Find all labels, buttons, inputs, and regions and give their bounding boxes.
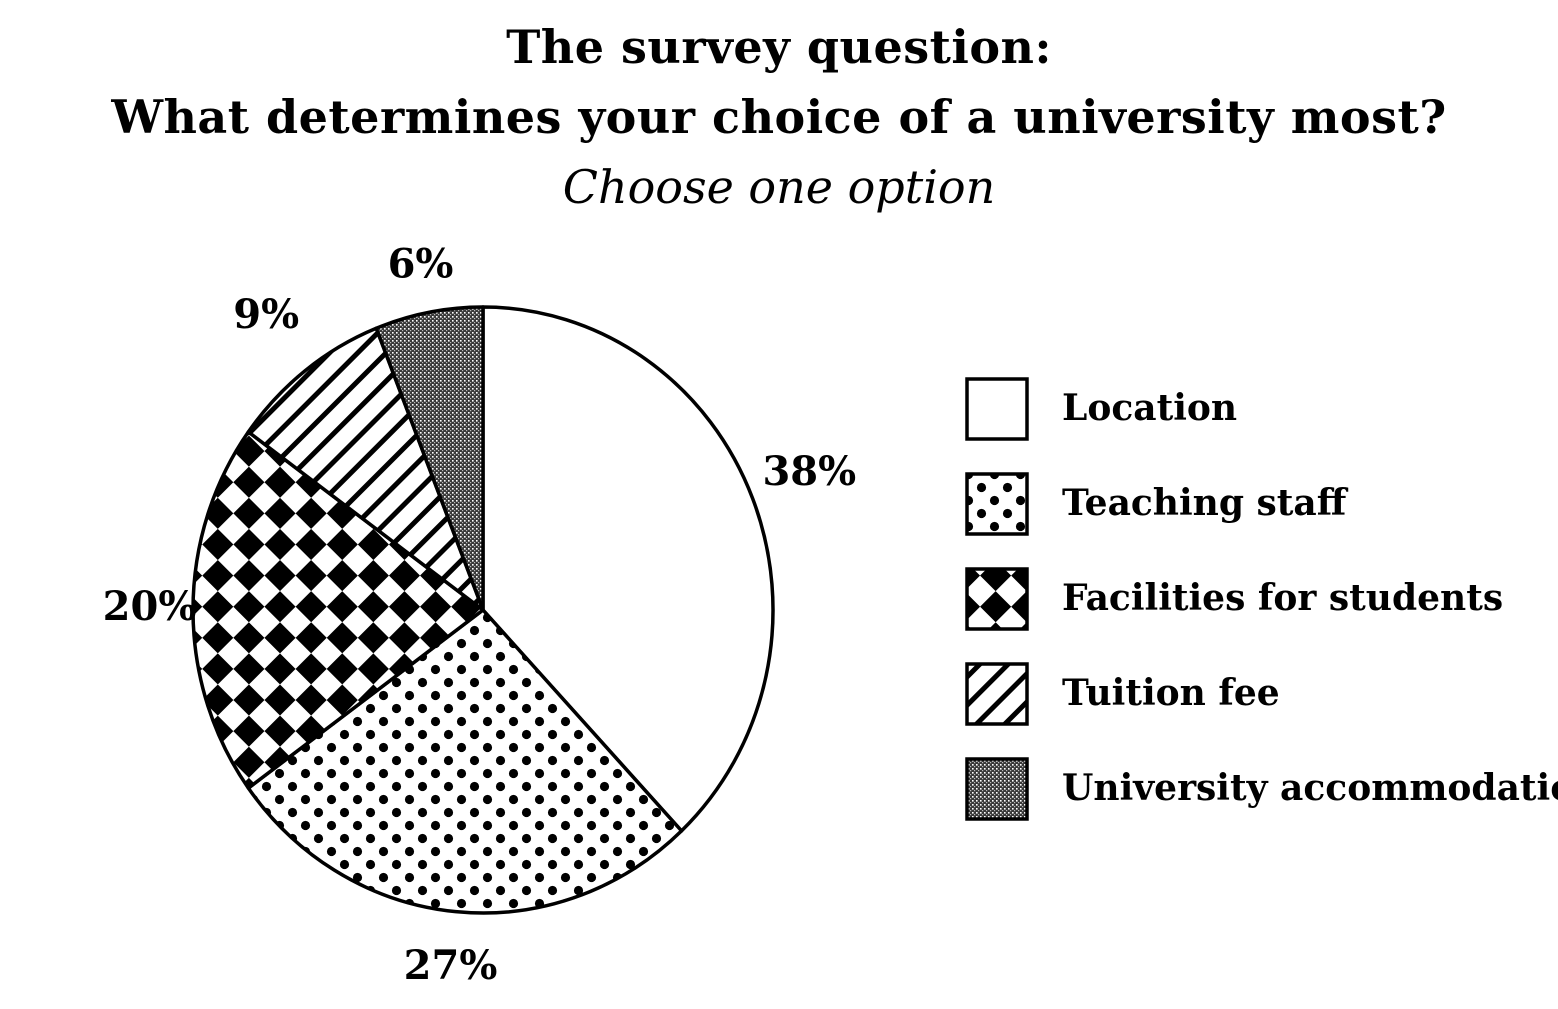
legend-label-teaching-staff: Teaching staff xyxy=(1062,482,1349,524)
legend-label-facilities-for-students: Facilities for students xyxy=(1062,577,1503,619)
chart-title-line-1: The survey question: xyxy=(506,20,1052,74)
pie-slice-location xyxy=(481,305,775,833)
pie-slice-facilities-for-students xyxy=(191,430,485,790)
pie-label-facilities-for-students: 20% xyxy=(103,583,197,630)
legend-label-tuition-fee: Tuition fee xyxy=(1062,672,1280,714)
pie-slice-teaching-staff xyxy=(246,608,684,915)
legend-label-university-accommodation: University accommodation xyxy=(1062,767,1558,809)
pie-slice-university-accommodation xyxy=(374,305,485,612)
legend-label-location: Location xyxy=(1062,387,1237,429)
legend-swatch-location xyxy=(965,377,1029,441)
chart-title-line-2: What determines your choice of a univers… xyxy=(111,90,1447,144)
pie-label-teaching-staff: 27% xyxy=(404,942,498,989)
legend-swatch-teaching-staff xyxy=(965,472,1029,536)
chart-subtitle: Choose one option xyxy=(562,160,996,214)
pie-label-location: 38% xyxy=(762,448,856,495)
pie-slice-tuition-fee xyxy=(246,326,485,612)
legend-swatch-university-accommodation xyxy=(965,757,1029,821)
pie-label-tuition-fee: 9% xyxy=(233,291,299,338)
legend-swatch-tuition-fee xyxy=(965,662,1029,726)
legend-swatch-facilities-for-students xyxy=(965,567,1029,631)
chart-title-block: The survey question: What determines you… xyxy=(0,12,1558,222)
pie-label-university-accommodation: 6% xyxy=(388,241,454,288)
